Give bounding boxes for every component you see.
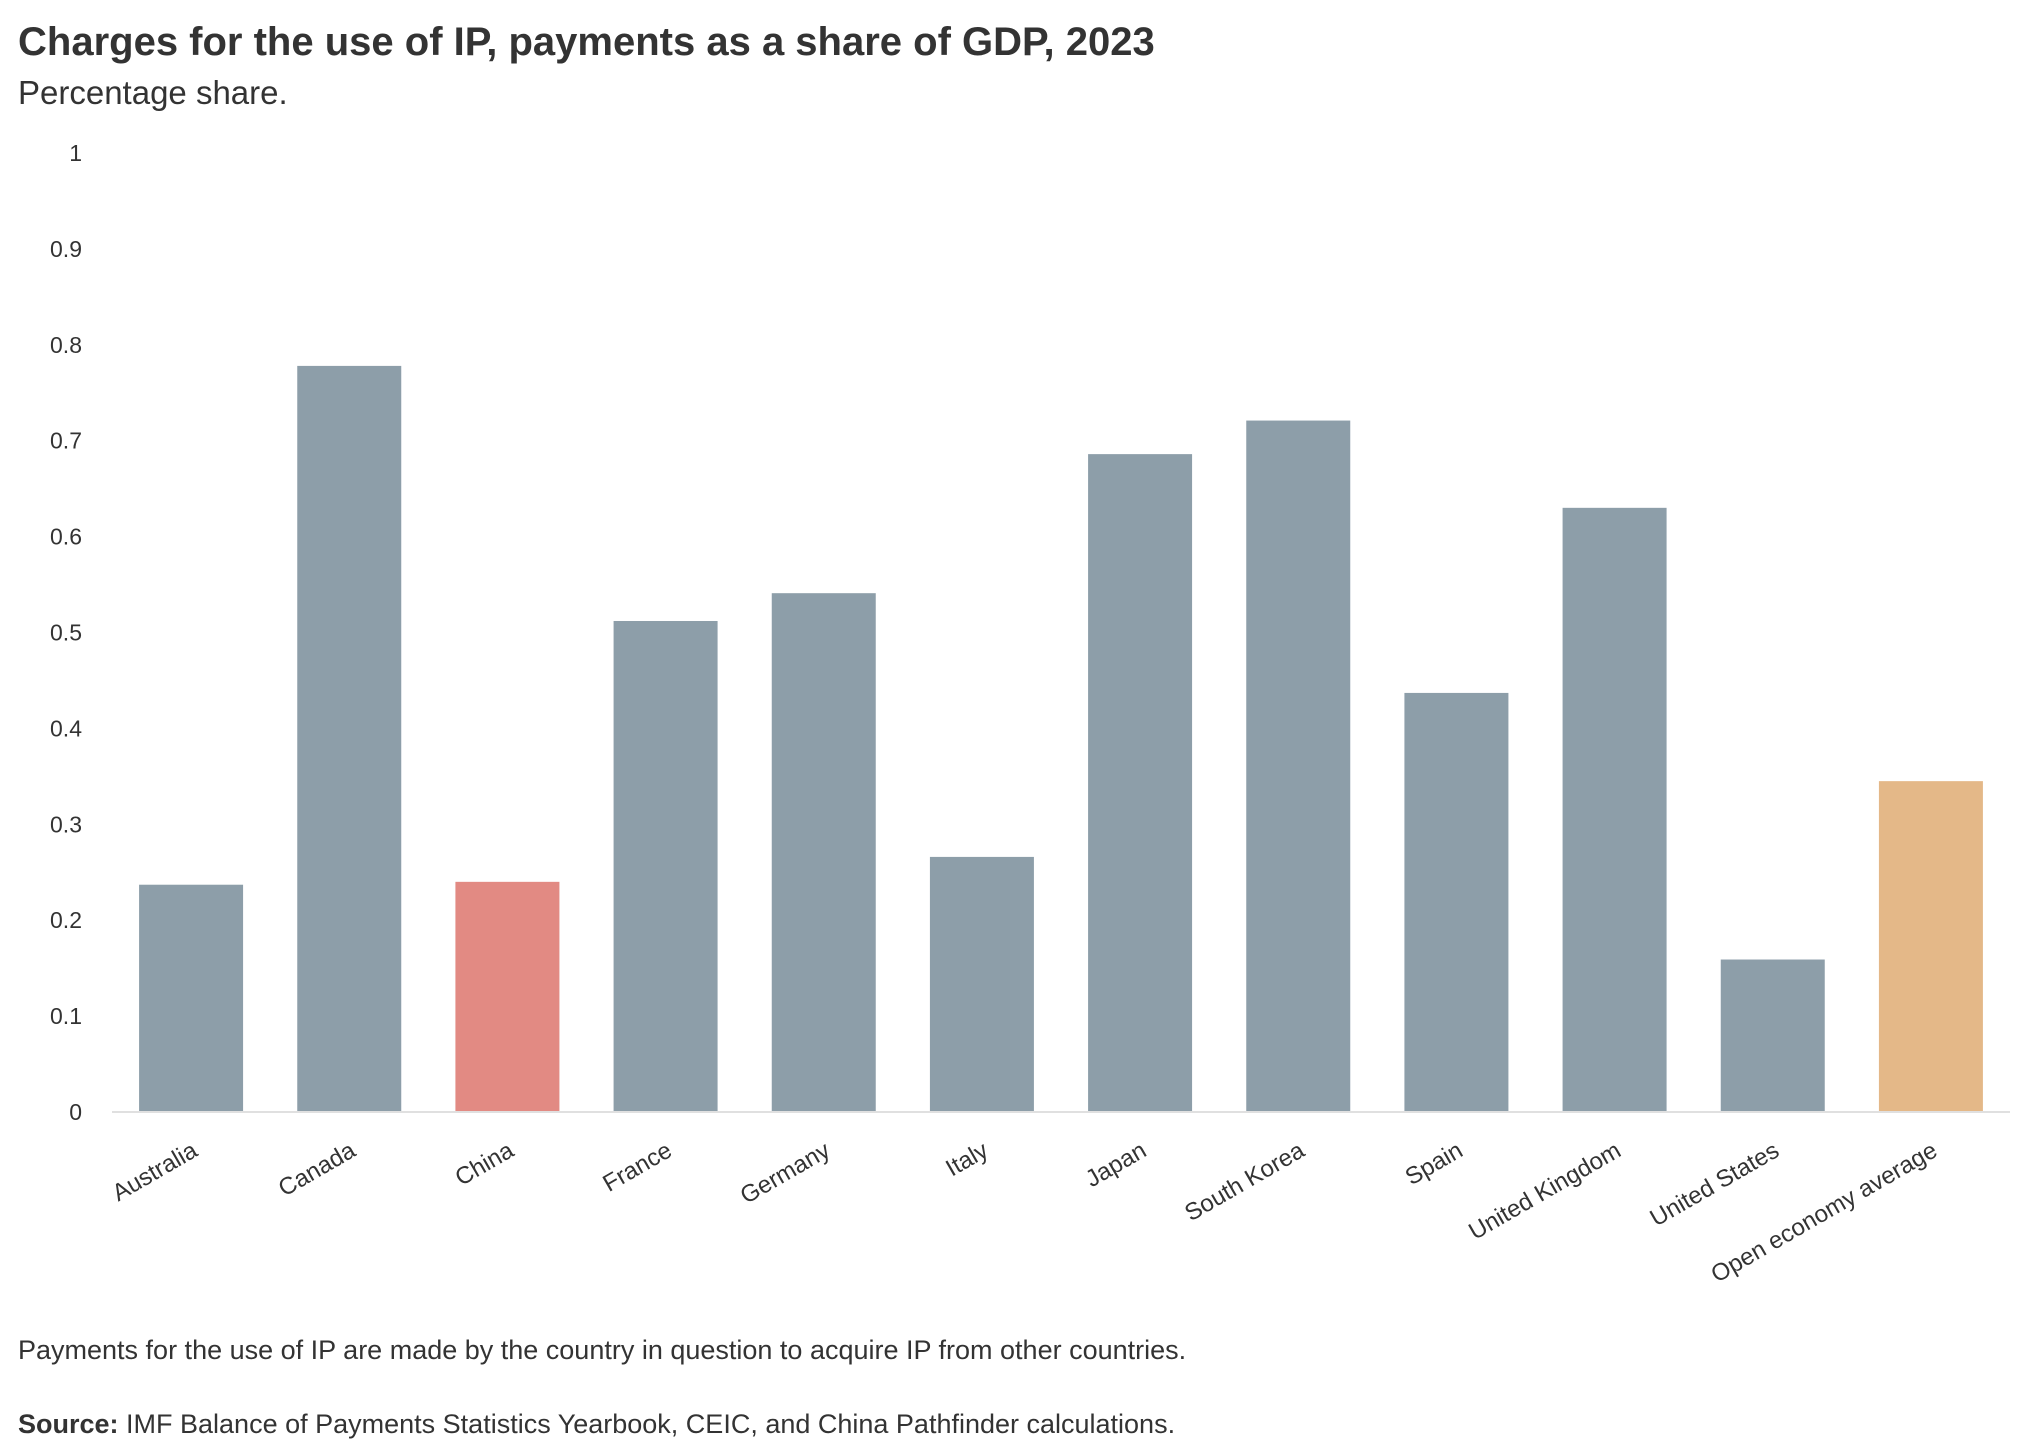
bar-united-states [1720,959,1825,1112]
bar-australia [139,884,244,1112]
chart-title: Charges for the use of IP, payments as a… [18,20,1155,64]
x-tick-label: Spain [1401,1137,1468,1191]
y-tick-label: 0.7 [50,428,82,454]
x-tick-label: China [451,1136,519,1191]
y-tick-label: 0.1 [50,1003,82,1029]
y-tick-label: 0.4 [50,715,82,741]
y-axis: 0 0.1 0.2 0.3 0.4 0.5 0.6 0.7 0.8 0.9 1 [50,140,82,1125]
bar-germany [771,593,876,1112]
x-tick-label: Italy [941,1137,993,1182]
x-tick-label: Canada [274,1136,361,1202]
source-text: IMF Balance of Payments Statistics Yearb… [118,1409,1176,1439]
bar-canada [297,365,402,1112]
bar-italy [929,856,1034,1112]
x-tick-label: Germany [736,1137,835,1210]
bar-open-economy-average [1878,781,1983,1112]
x-tick-label: United States [1645,1137,1783,1232]
bar-spain [1404,692,1509,1112]
chart-subtitle: Percentage share. [18,74,288,111]
chart-note: Payments for the use of IP are made by t… [18,1335,1187,1365]
y-tick-label: 0.8 [50,332,82,358]
bar-japan [1088,454,1193,1113]
chart-source: Source: IMF Balance of Payments Statisti… [18,1409,1175,1440]
x-tick-label: France [598,1137,676,1198]
x-axis: Australia Canada China France Germany Italy Ja… [108,1136,1942,1288]
y-tick-label: 0.6 [50,524,82,550]
y-tick-label: 0.9 [50,236,82,262]
y-tick-label: 0 [69,1099,82,1125]
bar-chart: 0 0.1 0.2 0.3 0.4 0.5 0.6 0.7 0.8 0.9 1 Australia C… [50,140,2010,1288]
y-tick-label: 1 [69,140,82,166]
y-tick-label: 0.5 [50,620,82,646]
x-tick-label: South Korea [1180,1136,1310,1226]
y-tick-label: 0.3 [50,811,82,837]
y-tick-label: 0.2 [50,907,82,933]
bar-china [455,881,560,1112]
bars [139,365,1983,1113]
bar-united-kingdom [1562,507,1667,1113]
x-tick-label: Japan [1081,1137,1151,1193]
bar-france [613,620,718,1112]
bar-south-korea [1246,420,1351,1112]
x-tick-label: Australia [108,1136,203,1206]
x-tick-label: United Kingdom [1464,1137,1625,1246]
source-label: Source: [18,1409,119,1439]
